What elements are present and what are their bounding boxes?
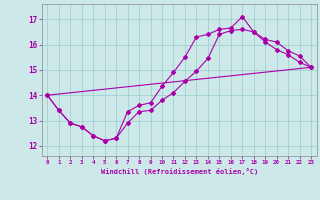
X-axis label: Windchill (Refroidissement éolien,°C): Windchill (Refroidissement éolien,°C) (100, 168, 258, 175)
